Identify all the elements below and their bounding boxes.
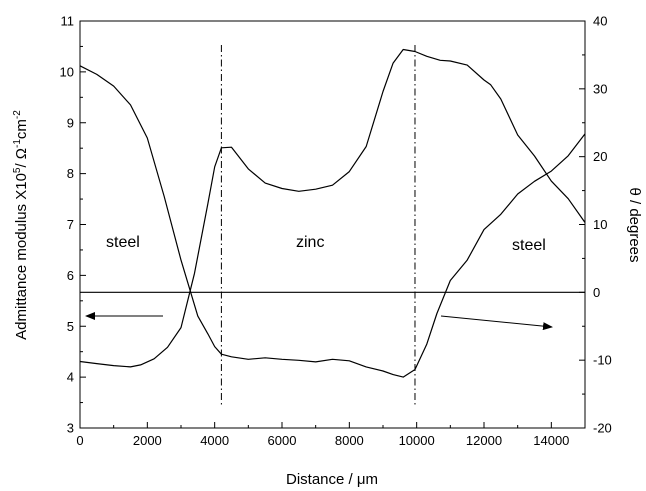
x-tick-label: 6000	[268, 433, 297, 448]
y-left-tick-label: 11	[61, 14, 75, 29]
overlays	[80, 45, 585, 405]
y-right-tick-label: -20	[593, 421, 612, 436]
x-tick-label: 10000	[399, 433, 435, 448]
y-axis-title-right: θ / degrees	[626, 187, 643, 262]
series-theta-line	[79, 48, 586, 368]
x-axis-title: Distance / μm	[286, 471, 378, 488]
y-right-tick-label: 0	[593, 285, 600, 300]
x-tick-label: 12000	[466, 433, 502, 448]
annotation-steel-left: steel	[106, 234, 140, 251]
y-right-tick-label: 40	[593, 14, 607, 29]
plot-frame	[79, 20, 586, 429]
annotation-zinc: zinc	[296, 234, 324, 251]
y-left-tick-label: 5	[67, 319, 74, 334]
series-admittance-line	[79, 65, 586, 378]
y-left-tick-label: 9	[67, 115, 74, 130]
y-left-tick-label: 3	[67, 421, 74, 436]
y-right-tick-label: 10	[593, 217, 607, 232]
x-tick-label: 2000	[133, 433, 162, 448]
annotation-steel-right: steel	[512, 237, 546, 254]
axis-ticks	[79, 20, 585, 429]
y-left-tick-label: 6	[67, 268, 74, 283]
y-left-tick-label: 10	[60, 64, 74, 79]
y-left-tick-label: 4	[67, 370, 74, 385]
x-tick-label: 4000	[200, 433, 229, 448]
series-lines	[79, 48, 586, 378]
y-left-tick-label: 7	[67, 217, 74, 232]
y-left-tick-label: 8	[67, 166, 74, 181]
arrow-right-axis	[440, 315, 553, 331]
y-right-tick-label: 20	[593, 149, 607, 164]
tick-labels: 0 2000 4000 6000 8000 10000 12000 14000 3 4 5 6 7 8 9 1…	[60, 14, 612, 449]
x-tick-label: 8000	[335, 433, 364, 448]
y-right-tick-label: 30	[593, 81, 607, 96]
y-axis-title-left: Admittance modulus X105/ Ω-1cm-2	[12, 110, 30, 340]
x-tick-label: 14000	[533, 433, 569, 448]
x-tick-label: 0	[76, 433, 83, 448]
y-right-tick-label: -10	[593, 353, 612, 368]
